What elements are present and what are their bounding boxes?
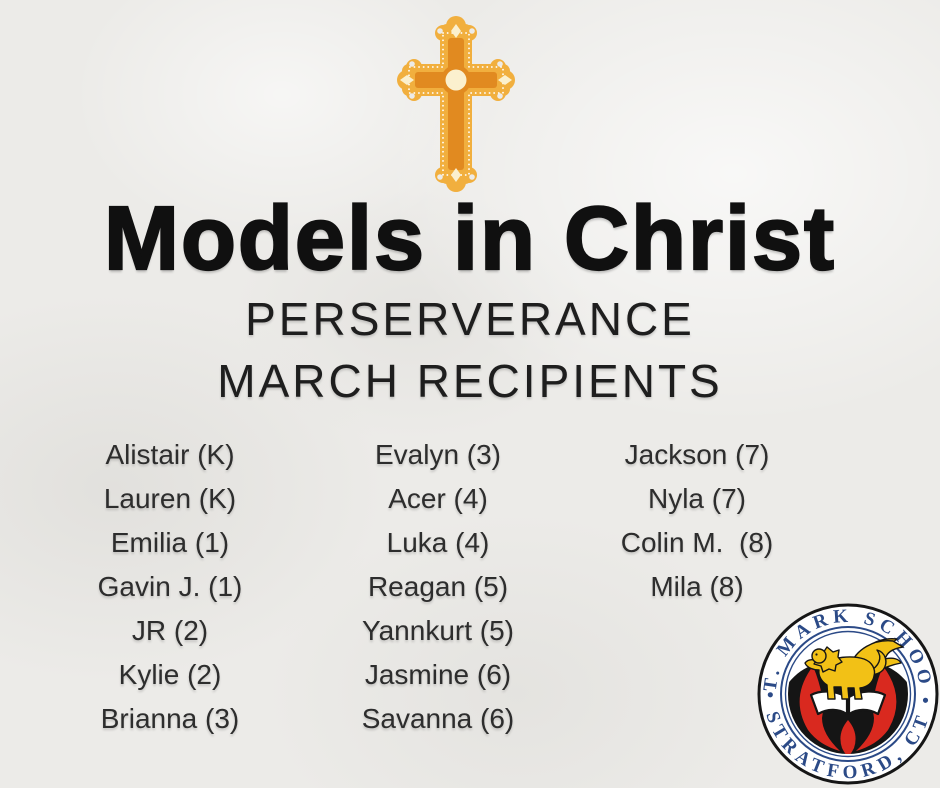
recipient-name: Luka (4) [386,527,490,558]
recipient-name: Yannkurt (5) [362,615,514,646]
gold-cross-svg [397,16,515,192]
cross-icon [393,12,519,196]
recipient-name: Evalyn (3) [374,439,502,470]
recipient-name: Jackson (7) [624,439,770,470]
recipient-name: Alistair (K) [105,439,235,470]
subtitle-line-1: PERSERVERANCE [245,293,695,345]
recipient-column-1: Alistair (K) Lauren (K) Emilia (1) Gavin… [35,433,305,741]
recipient-name: Reagan (5) [367,571,509,602]
recipient-name: Lauren (K) [103,483,237,514]
recipient-name: JR (2) [131,615,209,646]
page-title: Models in Christ [103,189,837,289]
recipient-name: Mila (8) [650,571,744,602]
recipient-name: Emilia (1) [110,527,230,558]
school-seal-logo: ST. MARK SCHOOL • STRATFORD, CT • [747,586,940,786]
subtitle: PERSERVERANCE MARCH RECIPIENTS [0,288,940,412]
recipient-column-3: Jackson (7) Nyla (7) Colin M. (8) Mila (… [562,433,832,609]
recipient-name: Brianna (3) [100,703,240,734]
recipient-name: Colin M. (8) [620,527,774,558]
recipient-column-2: Evalyn (3) Acer (4) Luka (4) Reagan (5) … [303,433,573,741]
recipient-name: Nyla (7) [647,483,746,514]
recipient-name: Acer (4) [388,483,488,514]
school-seal-svg: ST. MARK SCHOOL • STRATFORD, CT • [747,586,939,785]
recipient-name: Kylie (2) [118,659,222,690]
recipient-name: Jasmine (6) [364,659,512,690]
recipient-name: Gavin J. (1) [97,571,243,602]
recipient-name: Savanna (6) [361,703,515,734]
subtitle-line-2: MARCH RECIPIENTS [217,355,723,407]
winged-lion-icon [804,638,904,700]
seal-flame-center [840,720,856,754]
